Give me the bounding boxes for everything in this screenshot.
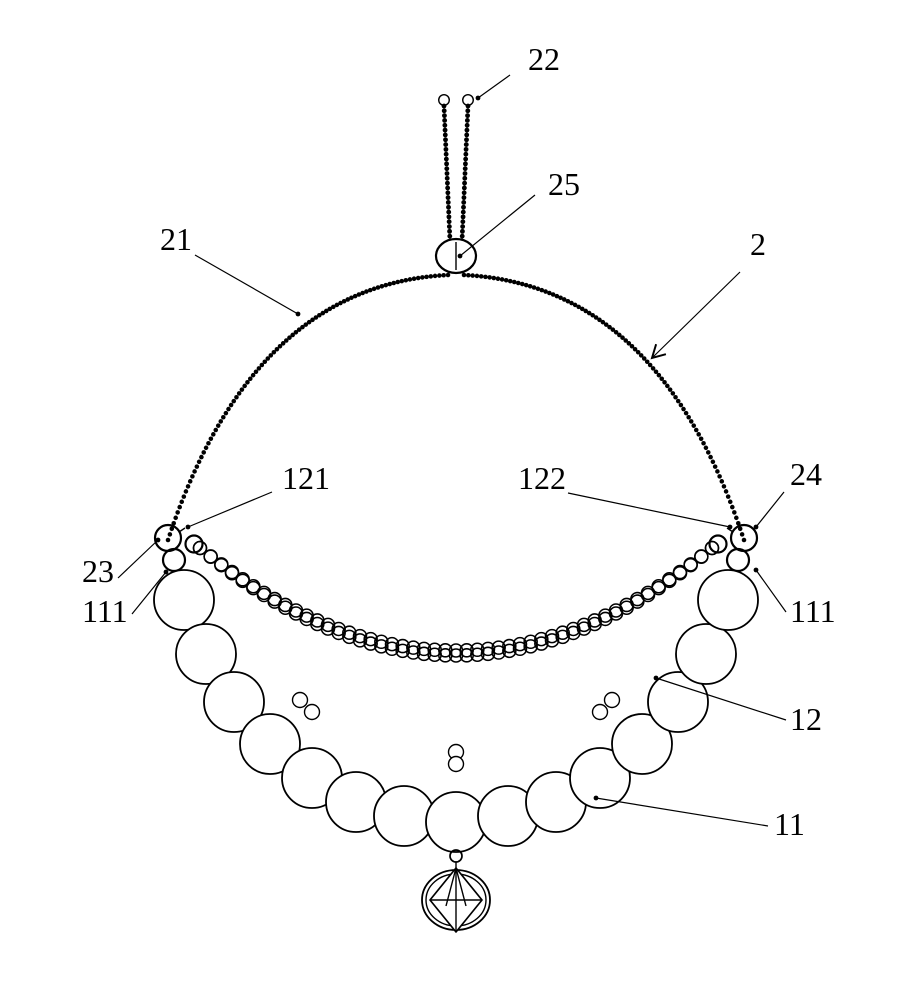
- label-111: [754, 568, 786, 612]
- label-22: [476, 75, 510, 100]
- label-23: [118, 538, 160, 578]
- pendant: [422, 850, 490, 932]
- label-text: 121: [282, 460, 330, 496]
- label-24: [754, 492, 784, 529]
- label-text: 2: [750, 226, 766, 262]
- label-text: 111: [82, 593, 128, 629]
- label-text: 12: [790, 701, 822, 737]
- clasp-rings: [155, 525, 757, 571]
- big-bead: [374, 786, 434, 846]
- adjuster-tails-22: [439, 95, 474, 244]
- ring-111-left: [163, 549, 185, 571]
- label-2: [652, 272, 740, 358]
- main-chain-21: [166, 273, 747, 543]
- label-21: [195, 255, 300, 316]
- label-text: 11: [774, 806, 805, 842]
- label-text: 23: [82, 553, 114, 589]
- label-text: 122: [518, 460, 566, 496]
- big-bead: [676, 624, 736, 684]
- label-text: 22: [528, 41, 560, 77]
- label-text: 21: [160, 221, 192, 257]
- big-bead: [698, 570, 758, 630]
- ring-111-right: [727, 549, 749, 571]
- slider-bead-25: [436, 239, 476, 273]
- big-bead: [154, 570, 214, 630]
- label-text: 25: [548, 166, 580, 202]
- label-text: 111: [790, 593, 836, 629]
- label-122: [568, 493, 732, 529]
- big-bead: [426, 792, 486, 852]
- label-121: [186, 492, 272, 529]
- label-25: [458, 195, 535, 258]
- labels: 222521212112224231111111211: [82, 41, 836, 842]
- label-text: 24: [790, 456, 822, 492]
